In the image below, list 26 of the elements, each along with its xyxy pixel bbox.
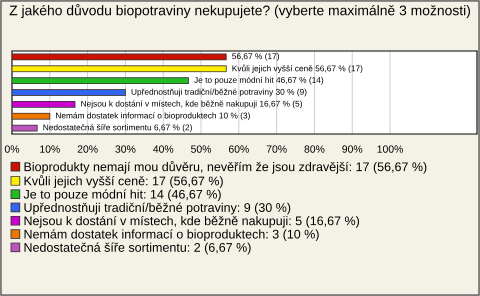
data-label: Nemám dostatek informací o bioproduktech 10 % (3): [56, 112, 250, 120]
x-tick-label: 60%: [228, 145, 249, 153]
data-label: Nejsou k dostání v místech, kde běžně nakupuji 16,67 % (5): [81, 100, 302, 108]
x-tick-label: 70%: [266, 145, 287, 153]
legend-label: Kvůli jejich vyšší ceně: 17 (56,67 %): [24, 175, 223, 188]
data-label: 56,67 % (17): [232, 53, 279, 61]
x-tick-label: 30%: [115, 145, 136, 153]
x-tick-label: 20%: [78, 145, 98, 153]
legend-label: Nemám dostatek informací o bioproduktech: 3 (10 %): [24, 229, 319, 242]
data-label: Upřednostňuji tradiční/běžné potraviny 30 % (9): [132, 88, 306, 96]
x-tick-label: 50%: [191, 145, 212, 153]
x-tick-label: 0%: [4, 145, 20, 153]
data-label: Kvůli jejich vyšší ceně 56,67 % (17): [232, 64, 362, 74]
x-tick-label: 10%: [40, 145, 60, 153]
legend-label: Nejsou k dostání v místech, kde běžně nakupuji: 5 (16,67 %): [24, 216, 360, 228]
x-tick-label: 100%: [378, 145, 403, 153]
legend-label: Upřednostňuji tradiční/běžné potraviny: 9 (30 %): [24, 202, 290, 214]
legend-label: Je to pouze módní hit: 14 (46,67 %): [24, 189, 221, 202]
x-tick-label: 90%: [342, 145, 362, 153]
x-tick-label: 80%: [304, 145, 324, 153]
data-label: Nedostatečná šíře sortimentu 6,67 % (2): [43, 124, 192, 132]
legend-label: Nedostatečná šíře sortimentu: 2 (6,67 %): [24, 242, 251, 254]
chart-title: Z jakého důvodu biopotraviny nekupujete? (vyberte maximálně 3 možnosti): [10, 4, 470, 18]
legend-label: Bioprodukty nemají mou důvěru, nevěřím že jsou zdravější: 17 (56,67 %): [24, 161, 426, 174]
data-label: Je to pouze módní hit 46,67 % (14): [194, 76, 324, 85]
x-tick-label: 40%: [153, 145, 174, 153]
